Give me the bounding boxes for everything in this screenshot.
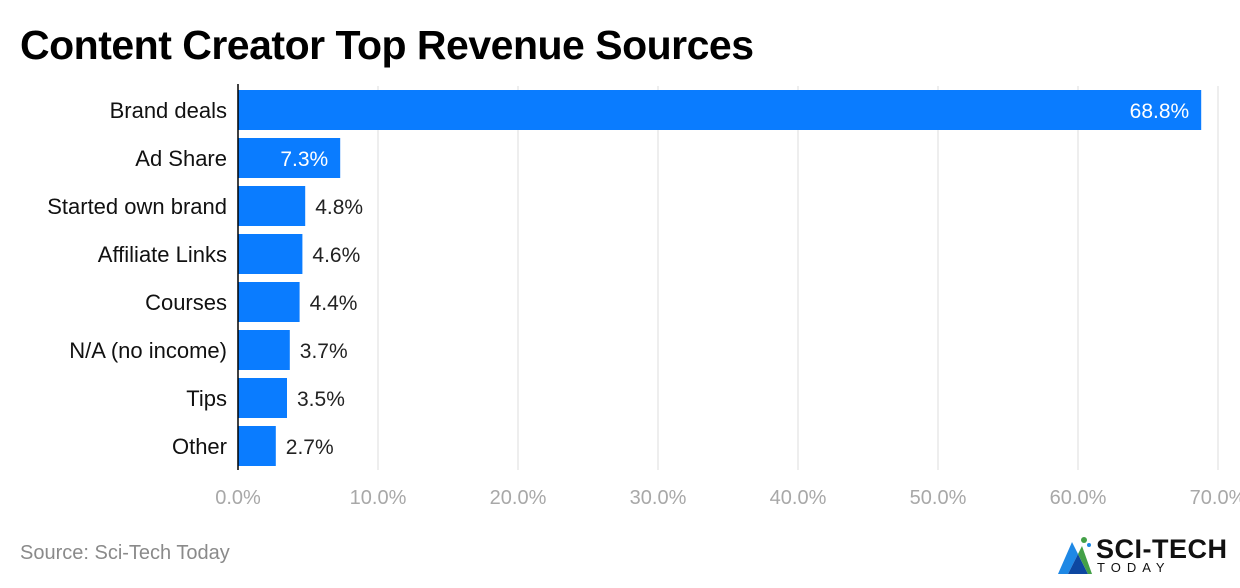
category-label: N/A (no income): [69, 338, 227, 363]
category-label: Courses: [145, 290, 227, 315]
x-tick-label: 50.0%: [910, 487, 967, 509]
bar: [238, 426, 276, 466]
sci-tech-logo: SCI-TECH TODAY: [1056, 532, 1231, 578]
chart-title: Content Creator Top Revenue Sources: [20, 22, 754, 68]
sci-tech-logo-icon: [1058, 537, 1092, 574]
logo-name: SCI-TECH: [1096, 534, 1228, 564]
category-label: Ad Share: [135, 146, 227, 171]
bar: [238, 234, 303, 274]
value-label: 3.7%: [300, 340, 348, 363]
bar: [238, 138, 341, 178]
bar: [238, 186, 306, 226]
bar-chart: 0.0% 10.0% 20.0% 30.0% 40.0% 50.0% 60.0% 70.0% B…: [47, 84, 1240, 509]
x-tick-label: 10.0%: [350, 487, 407, 509]
source-note: Source: Sci-Tech Today: [20, 542, 230, 564]
logo-subtitle: TODAY: [1097, 560, 1171, 575]
x-tick-label: 60.0%: [1050, 487, 1107, 509]
category-label: Affiliate Links: [98, 242, 227, 267]
value-label: 4.4%: [310, 292, 358, 315]
x-tick-label: 70.0%: [1190, 487, 1240, 509]
x-tick-label: 40.0%: [770, 487, 827, 509]
category-label: Tips: [186, 386, 227, 411]
value-label: 7.3%: [280, 148, 328, 171]
bar: [238, 282, 300, 322]
x-tick-label: 20.0%: [490, 487, 547, 509]
value-label: 3.5%: [297, 388, 345, 411]
bar: [238, 330, 290, 370]
category-label: Started own brand: [47, 194, 227, 219]
value-label: 4.6%: [312, 244, 360, 267]
value-label: 4.8%: [315, 196, 363, 219]
category-label: Brand deals: [110, 98, 227, 123]
x-tick-label: 0.0%: [215, 487, 261, 509]
value-label: 2.7%: [286, 436, 334, 459]
bar: [238, 90, 1202, 130]
value-label: 68.8%: [1130, 100, 1190, 123]
category-label: Other: [172, 434, 227, 459]
x-tick-label: 30.0%: [630, 487, 687, 509]
bar: [238, 378, 287, 418]
